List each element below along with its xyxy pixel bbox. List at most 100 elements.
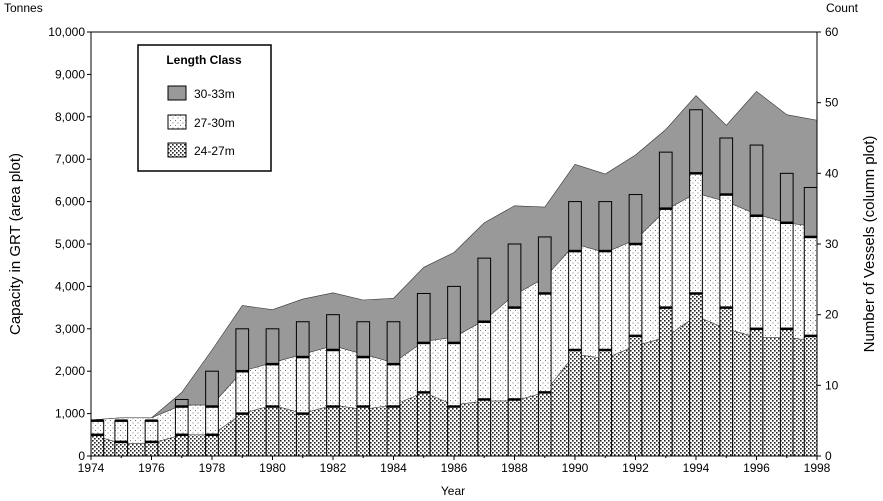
bar-segment-24-27m	[689, 292, 703, 457]
bar-segment-24-27m	[507, 398, 522, 457]
bar-segment-27-30m	[779, 222, 794, 330]
bar-segment-24-27m	[144, 441, 159, 457]
bar-segment-27-30m	[235, 370, 250, 415]
bar-segment-27-30m	[803, 236, 818, 337]
legend-swatch-24-27m	[167, 142, 187, 158]
x-tick-label: 1994	[683, 461, 710, 475]
column-1986	[447, 285, 461, 457]
left-y-tick-label: 1,000	[55, 407, 85, 421]
bar-segment-24-27m	[356, 406, 371, 457]
right-y-tick-label: 20	[825, 308, 839, 322]
right-axis-title: Number of Vessels (column plot)	[861, 136, 878, 353]
bar-segment-30-33m	[507, 243, 522, 309]
bar-segment-30-33m	[689, 109, 703, 174]
x-tick-label: 1980	[259, 461, 286, 475]
column-1983	[356, 321, 371, 457]
bar-segment-24-27m	[447, 406, 461, 457]
bar-segment-30-33m	[568, 201, 582, 252]
column-1977	[174, 398, 189, 457]
bar-segment-30-33m	[235, 328, 250, 372]
bar-segment-24-27m	[598, 349, 613, 457]
bar-segment-24-27m	[265, 406, 280, 457]
x-tick-label: 1986	[441, 461, 468, 475]
bar-segment-30-33m	[265, 328, 280, 365]
column-1984	[386, 321, 401, 457]
right-y-tick-label: 0	[825, 449, 832, 463]
legend-label-27-30m: 27-30m	[194, 116, 235, 130]
bar-segment-24-27m	[749, 328, 764, 457]
column-1994	[689, 109, 703, 457]
legend-label-24-27m: 24-27m	[194, 144, 235, 158]
bar-segment-27-30m	[326, 349, 340, 408]
x-tick-label: 1982	[320, 461, 347, 475]
x-tick-label: 1998	[804, 461, 831, 475]
bar-segment-27-30m	[749, 215, 764, 330]
bar-segment-24-27m	[803, 335, 818, 457]
column-1980	[265, 328, 280, 457]
column-plot	[90, 109, 818, 457]
left-y-tick-label: 8,000	[55, 110, 85, 124]
x-axis: 1974 1976 1978 1980 1982 1984 1986 1988 1990 1992…	[78, 456, 831, 475]
bar-segment-24-27m	[416, 391, 431, 457]
column-1974	[90, 419, 105, 457]
bar-segment-27-30m	[689, 172, 703, 294]
bar-segment-24-27m	[235, 413, 250, 457]
bar-segment-24-27m	[477, 398, 492, 457]
x-tick-label: 1974	[78, 461, 105, 475]
left-y-tick-label: 4,000	[55, 279, 85, 293]
left-y-tick-label: 6,000	[55, 195, 85, 209]
bar-segment-24-27m	[779, 328, 794, 457]
left-axis-title: Capacity in GRT (area plot)	[7, 153, 24, 335]
bar-segment-27-30m	[719, 194, 734, 309]
column-1976	[144, 419, 159, 457]
column-1996	[749, 144, 764, 457]
bar-segment-24-27m	[205, 434, 219, 457]
left-y-axis: 0 1,000 2,000 3,000 4,000 5,000 6,000 7,000 8,00…	[48, 25, 91, 463]
bar-segment-24-27m	[386, 406, 401, 457]
bar-segment-30-33m	[386, 321, 401, 365]
left-unit-label: Tonnes	[4, 1, 43, 15]
column-1998	[803, 186, 818, 457]
bar-segment-27-30m	[447, 342, 461, 408]
bar-segment-27-30m	[416, 342, 431, 393]
column-1992	[628, 194, 643, 457]
bar-segment-30-33m	[326, 314, 340, 351]
column-1979	[235, 328, 250, 457]
right-y-tick-label: 60	[825, 25, 839, 39]
left-y-tick-label: 3,000	[55, 322, 85, 336]
bar-segment-27-30m	[477, 321, 492, 400]
right-y-tick-label: 10	[825, 378, 839, 392]
bar-segment-30-33m	[749, 144, 764, 217]
bar-segment-27-30m	[90, 420, 105, 436]
x-tick-label: 1984	[380, 461, 407, 475]
bar-segment-30-33m	[658, 151, 673, 210]
right-y-tick-label: 30	[825, 237, 839, 251]
legend-box	[137, 44, 272, 172]
bar-segment-27-30m	[537, 292, 552, 393]
bar-segment-24-27m	[326, 406, 340, 457]
column-1987	[477, 257, 492, 457]
left-y-tick-label: 10,000	[48, 25, 85, 39]
right-y-axis: 0 10 20 30 40 50 60	[817, 25, 839, 463]
bar-segment-27-30m	[598, 250, 613, 351]
bar-segment-27-30m	[295, 356, 310, 415]
left-y-tick-label: 2,000	[55, 364, 85, 378]
x-tick-label: 1990	[562, 461, 589, 475]
column-1985	[416, 292, 431, 457]
x-tick-label: 1992	[622, 461, 649, 475]
bar-segment-27-30m	[205, 406, 219, 436]
bar-segment-24-27m	[568, 349, 582, 457]
bar-segment-30-33m	[803, 186, 818, 238]
x-tick-label: 1988	[501, 461, 528, 475]
bar-segment-27-30m	[658, 208, 673, 309]
left-y-tick-label: 7,000	[55, 152, 85, 166]
bar-segment-27-30m	[386, 363, 401, 408]
column-1975	[114, 419, 129, 457]
bar-segment-30-33m	[356, 321, 371, 358]
bar-segment-24-27m	[114, 441, 129, 457]
left-y-tick-label: 5,000	[55, 237, 85, 251]
bar-segment-30-33m	[477, 257, 492, 323]
bar-segment-24-27m	[658, 307, 673, 457]
bar-segment-30-33m	[416, 292, 431, 344]
bar-segment-30-33m	[295, 321, 310, 358]
